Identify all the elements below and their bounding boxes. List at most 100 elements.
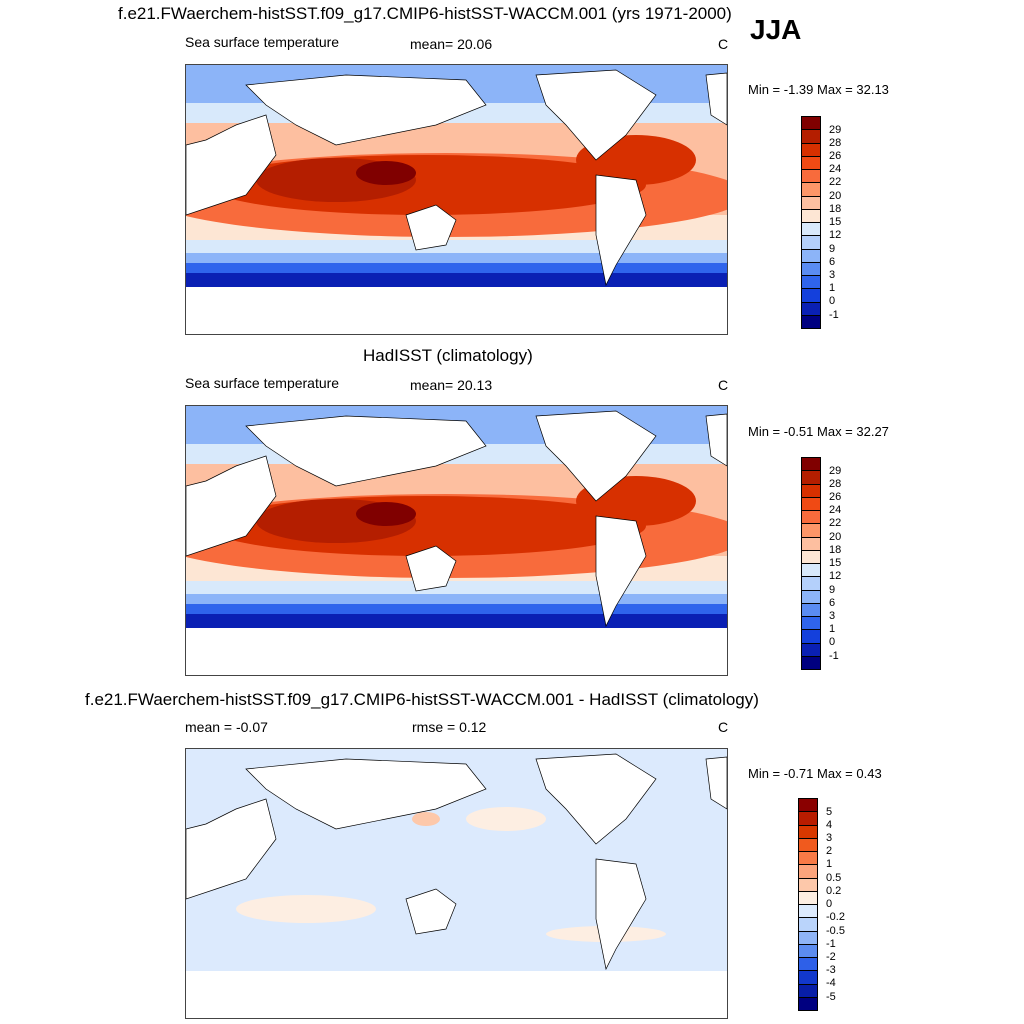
colorbar-box-1 <box>801 129 821 144</box>
panel3-map <box>185 748 728 1019</box>
australia-land <box>405 888 457 935</box>
band-s5 <box>186 614 727 628</box>
p2-cb-label-3: 24 <box>829 504 842 516</box>
band-s4 <box>186 263 727 275</box>
colorbar-box-9 <box>798 917 818 932</box>
panel3-diff-field <box>186 749 727 1018</box>
colorbar-box-6 <box>801 195 821 210</box>
colorbar-box-4 <box>801 169 821 184</box>
south-america-land <box>595 858 647 971</box>
colorbar-box-10 <box>801 248 821 263</box>
colorbar-box-12 <box>801 275 821 290</box>
p3-cb-label-2: 3 <box>826 832 833 844</box>
panel3-units-label: C <box>718 719 729 735</box>
p2-cb-label-10: 6 <box>829 597 836 609</box>
p3-cb-label-13: -4 <box>826 977 836 989</box>
p1-cb-label-5: 20 <box>829 190 842 202</box>
p2-cb-label-11: 3 <box>829 610 836 622</box>
p3-cb-label-7: 0 <box>826 898 833 910</box>
europe-edge-land <box>705 413 727 467</box>
p3-cb-label-0: 5 <box>826 806 833 818</box>
colorbar-box-13 <box>801 288 821 303</box>
colorbar-box-2 <box>798 824 818 839</box>
south-america-land <box>595 174 647 287</box>
panel2-sst-field <box>186 406 727 675</box>
colorbar-box-11 <box>801 261 821 276</box>
panel2-mean-label: mean= 20.13 <box>410 377 493 393</box>
p1-cb-label-2: 26 <box>829 150 842 162</box>
panel1-map <box>185 64 728 335</box>
colorbar-box-8 <box>801 563 821 578</box>
p1-cb-label-4: 22 <box>829 176 842 188</box>
colorbar-box-15 <box>801 314 821 329</box>
panel2-left-label: Sea surface temperature <box>185 375 340 391</box>
colorbar-box-9 <box>801 235 821 250</box>
band-s4 <box>186 604 727 616</box>
p1-cb-label-10: 6 <box>829 256 836 268</box>
colorbar-box-7 <box>801 549 821 564</box>
positive-patch-4 <box>412 812 440 826</box>
colorbar-box-10 <box>798 930 818 945</box>
colorbar-box-5 <box>801 523 821 538</box>
p1-cb-label-3: 24 <box>829 163 842 175</box>
p1-cb-label-0: 29 <box>829 124 842 136</box>
colorbar-box-9 <box>801 576 821 591</box>
colorbar-box-12 <box>801 616 821 631</box>
colorbar-box-2 <box>801 483 821 498</box>
colorbar-box-7 <box>798 890 818 905</box>
p1-cb-label-6: 18 <box>829 203 842 215</box>
p1-cb-label-13: 0 <box>829 295 836 307</box>
colorbar-box-10 <box>801 589 821 604</box>
p2-cb-label-7: 15 <box>829 557 842 569</box>
p3-cb-label-3: 2 <box>826 845 833 857</box>
colorbar-box-1 <box>798 811 818 826</box>
p3-cb-label-8: -0.2 <box>826 911 845 923</box>
p3-cb-label-12: -3 <box>826 964 836 976</box>
p2-cb-label-13: 0 <box>829 636 836 648</box>
panel1-units-label: C <box>718 36 729 52</box>
warm-pool-core <box>356 502 416 526</box>
p1-cb-label-12: 1 <box>829 282 836 294</box>
colorbar-box-6 <box>801 536 821 551</box>
p3-cb-label-6: 0.2 <box>826 885 842 897</box>
p3-cb-label-11: -2 <box>826 951 836 963</box>
colorbar-box-13 <box>798 970 818 985</box>
band-s2 <box>186 581 727 596</box>
p3-cb-label-9: -0.5 <box>826 925 845 937</box>
panel1-title: f.e21.FWaerchem-histSST.f09_g17.CMIP6-hi… <box>118 4 732 23</box>
p2-cb-label-4: 22 <box>829 517 842 529</box>
africa-land <box>186 114 277 216</box>
p2-cb-label-2: 26 <box>829 491 842 503</box>
colorbar-box-11 <box>798 943 818 958</box>
panel1-mean-label: mean= 20.06 <box>410 36 493 52</box>
p1-cb-label-11: 3 <box>829 269 836 281</box>
band-s2 <box>186 240 727 255</box>
p2-cb-label-9: 9 <box>829 584 836 596</box>
australia-land <box>405 204 457 251</box>
africa-land <box>186 798 277 900</box>
colorbar-box-12 <box>798 957 818 972</box>
colorbar-box-14 <box>798 983 818 998</box>
colorbar-box-14 <box>801 301 821 316</box>
p1-cb-label-8: 12 <box>829 229 842 241</box>
p2-cb-label-1: 28 <box>829 478 842 490</box>
positive-patch-2 <box>236 895 376 923</box>
panel2-minmax-label: Min = -0.51 Max = 32.27 <box>748 424 889 439</box>
colorbar-box-3 <box>801 155 821 170</box>
p1-cb-label-1: 28 <box>829 137 842 149</box>
colorbar-box-0 <box>801 457 821 472</box>
band-s3 <box>186 594 727 606</box>
australia-land <box>405 545 457 592</box>
warm-pool-core <box>356 161 416 185</box>
p2-cb-label-6: 18 <box>829 544 842 556</box>
p2-cb-label-0: 29 <box>829 465 842 477</box>
colorbar-box-6 <box>798 877 818 892</box>
p1-cb-label-7: 15 <box>829 216 842 228</box>
colorbar-box-3 <box>798 837 818 852</box>
antarctica <box>186 628 727 675</box>
colorbar-box-15 <box>798 996 818 1011</box>
eurasia-land <box>245 758 487 830</box>
p2-cb-label-5: 20 <box>829 531 842 543</box>
p3-cb-label-1: 4 <box>826 819 833 831</box>
colorbar-box-14 <box>801 642 821 657</box>
